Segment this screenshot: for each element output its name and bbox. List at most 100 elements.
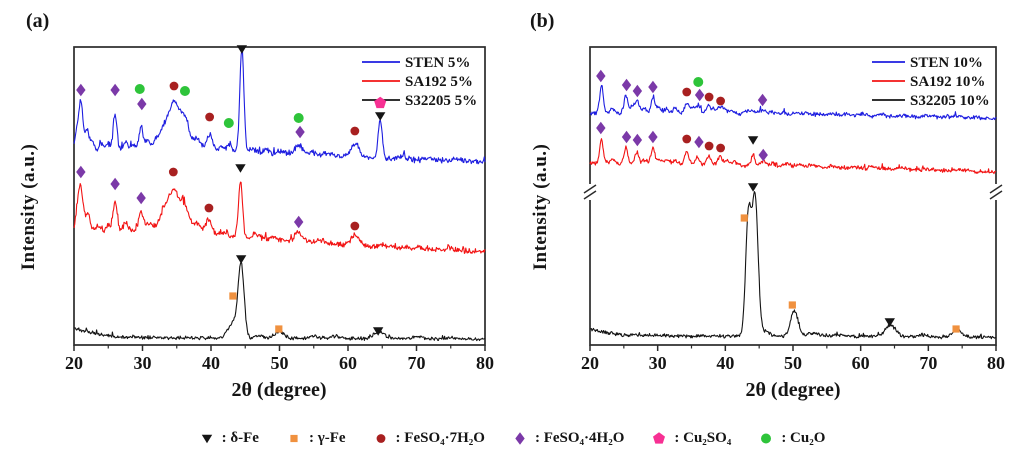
legend-item-label: : Cu₂O — [781, 430, 826, 446]
axis-break-slash — [583, 190, 597, 200]
y-axis-title-a: Intensity (a.u.) — [18, 144, 39, 271]
feso4-7h2o-marker — [716, 96, 725, 106]
gamma-fe-marker — [275, 325, 283, 333]
x-tick-label: 60 — [339, 353, 357, 373]
panel-b-label: (b) — [530, 10, 554, 32]
cu2o-marker — [134, 84, 145, 94]
feso4-7h2o-marker — [682, 87, 692, 97]
cu2so4-marker — [374, 96, 387, 109]
feso4-4h2o-marker — [694, 135, 704, 149]
delta-fe-marker — [884, 318, 895, 327]
legend-item-cu2so4: : Cu₂SO₄ — [651, 430, 731, 447]
feso4-4h2o-marker — [758, 148, 768, 162]
legend-item-gamma-fe: : γ-Fe — [286, 430, 346, 447]
axis-break-slash — [989, 184, 1003, 194]
cu2o-marker — [179, 86, 190, 96]
feso4-4h2o-marker — [76, 165, 86, 179]
x-tick-label: 60 — [852, 353, 870, 373]
feso4-7h2o-marker — [205, 112, 215, 122]
feso4-4h2o-marker — [648, 130, 658, 144]
xrd-curve-sten-5- — [73, 49, 486, 165]
gamma-fe-marker — [740, 214, 748, 222]
delta-fe-marker — [236, 45, 248, 54]
legend-item-label: : Cu₂SO₄ — [674, 430, 732, 446]
gamma-fe-marker — [229, 292, 237, 300]
cu2o-circle-icon — [761, 433, 772, 444]
x-tick-label: 80 — [987, 353, 1005, 373]
cu2o-marker — [293, 113, 304, 123]
feso4-4h2o-marker — [76, 83, 86, 97]
gamma-fe-square-icon — [290, 434, 298, 443]
feso4-4h2o-marker — [110, 83, 120, 97]
delta-fe-marker — [374, 112, 386, 121]
legend-item-label: : δ-Fe — [221, 430, 259, 446]
legend-item-feso4-4h2o: : FeSO₄·4H₂O — [512, 430, 624, 447]
feso4-4h2o-marker — [632, 133, 643, 147]
delta-fe-marker — [235, 164, 246, 173]
cu2so4-marker — [653, 432, 666, 444]
legend-item-feso4-7h2o: : FeSO₄·7H₂O — [373, 430, 485, 447]
panel-a-chart: (a) Intensity (a.u.) 2θ (degree) STEN 5%… — [18, 10, 494, 401]
feso4-7h2o-marker — [169, 81, 179, 91]
legend-item-label: : FeSO₄·7H₂O — [395, 430, 485, 446]
axis-break-gap — [990, 184, 1002, 200]
legend-a-label-sa192: SA192 5% — [405, 74, 473, 90]
x-tick-label: 70 — [919, 353, 937, 373]
legend-a-label-s32205: S32205 5% — [405, 93, 477, 109]
x-tick-label: 20 — [581, 353, 599, 373]
x-tick-label: 20 — [65, 353, 83, 373]
feso4-7h2o-circle-icon — [376, 434, 385, 443]
feso4-7h2o-marker — [376, 434, 385, 443]
feso4-4h2o-marker — [515, 432, 525, 445]
axis-break-gap — [584, 184, 596, 200]
feso4-4h2o-marker — [110, 177, 120, 191]
feso4-4h2o-marker — [295, 125, 305, 139]
feso4-7h2o-marker — [682, 134, 692, 144]
xrd-curve-sten-10- — [589, 84, 997, 121]
feso4-7h2o-marker — [204, 203, 214, 213]
legend-b-label-sten: STEN 10% — [910, 55, 983, 71]
x-tick-label: 40 — [716, 353, 734, 373]
gamma-fe-marker — [788, 301, 796, 309]
feso4-7h2o-marker — [350, 126, 360, 136]
feso4-4h2o-marker — [757, 93, 768, 107]
legend-item-label: : γ-Fe — [308, 430, 346, 446]
x-tick-label: 50 — [271, 353, 289, 373]
x-tick-label: 80 — [476, 353, 494, 373]
cu2o-marker — [693, 77, 704, 87]
cu2o-marker — [761, 433, 772, 444]
xrd-curve-s32205-10- — [589, 191, 997, 340]
feso4-4h2o-marker — [596, 69, 606, 83]
cu2o-marker — [223, 118, 234, 128]
panel-a-label: (a) — [26, 10, 49, 32]
legend-item-cu2o: : Cu₂O — [758, 430, 825, 447]
feso4-4h2o-marker — [136, 191, 146, 205]
gamma-fe-marker — [952, 325, 960, 333]
feso4-4h2o-marker — [596, 121, 606, 135]
x-tick-label: 40 — [202, 353, 220, 373]
legend-a-label-sten: STEN 5% — [405, 55, 470, 71]
feso4-4h2o-marker — [648, 80, 658, 94]
delta-fe-marker — [201, 434, 212, 444]
x-tick-label: 30 — [134, 353, 152, 373]
legend-item-label: : FeSO₄·4H₂O — [534, 430, 625, 446]
feso4-7h2o-marker — [350, 221, 360, 231]
x-tick-label: 30 — [649, 353, 667, 373]
x-axis-title-b: 2θ (degree) — [745, 379, 840, 401]
feso4-4h2o-marker — [137, 97, 147, 111]
delta-fe-marker — [235, 255, 247, 264]
legend-b-label-sa192: SA192 10% — [910, 74, 985, 90]
x-tick-label: 50 — [784, 353, 802, 373]
xrd-curve-sa192-5- — [73, 181, 486, 254]
xrd-curve-sa192-10- — [589, 138, 997, 175]
legend-b-label-s32205: S32205 10% — [910, 93, 990, 109]
phase-marker-legend: : δ-Fe : γ-Fe : FeSO₄·7H₂O : FeSO₄·4H₂O … — [0, 430, 1024, 447]
delta-fe-triangle-icon — [201, 434, 212, 444]
panel-b-chart: (b) Intensity (a.u.) 2θ (degree) STEN 10… — [530, 10, 1005, 401]
feso4-7h2o-marker — [716, 143, 725, 153]
legend-item-delta-fe: : δ-Fe — [199, 430, 259, 447]
delta-fe-marker — [747, 136, 759, 145]
feso4-4h2o-marker — [621, 130, 632, 144]
feso4-7h2o-marker — [168, 167, 178, 177]
